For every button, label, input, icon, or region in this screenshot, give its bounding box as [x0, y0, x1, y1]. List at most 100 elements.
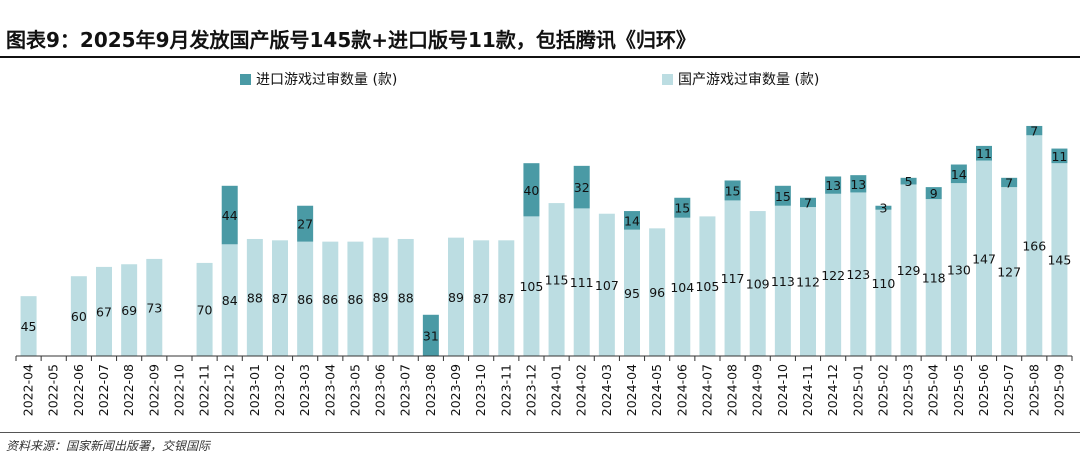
x-tick-label-2025-04: 2025-04 [926, 364, 941, 416]
label-domestic-2025-02: 110 [871, 276, 895, 291]
bar-import-2025-05 [950, 164, 967, 184]
bar-domestic-2023-11 [498, 240, 515, 356]
x-tick-label-2023-02: 2023-02 [272, 364, 287, 416]
x-tick-label-2022-05: 2022-05 [46, 364, 61, 416]
x-tick-label-2023-09: 2023-09 [448, 364, 463, 416]
bar-import-2024-12 [825, 176, 842, 194]
label-import-2025-05: 14 [951, 167, 967, 182]
x-tick-label-2024-01: 2024-01 [549, 364, 564, 416]
bar-import-2024-10 [774, 185, 791, 206]
bar-domestic-2024-03 [598, 213, 615, 356]
x-tick-label-2024-08: 2024-08 [725, 364, 740, 416]
x-tick-label-2022-08: 2022-08 [121, 364, 136, 416]
legend-import-label: 进口游戏过审数量 (款) [256, 72, 398, 88]
bar-domestic-2024-08 [724, 200, 741, 356]
label-domestic-2022-06: 60 [71, 309, 87, 324]
label-import-2022-12: 44 [222, 208, 238, 223]
x-tick-label-2025-03: 2025-03 [901, 364, 916, 416]
bar-import-2024-08 [724, 180, 741, 201]
x-tick-label-2023-10: 2023-10 [473, 364, 488, 416]
bar-domestic-2022-12 [221, 244, 238, 356]
bar-import-2024-11 [800, 197, 816, 208]
x-tick-label-2024-02: 2024-02 [574, 364, 589, 416]
bar-domestic-2023-04 [322, 241, 339, 356]
x-tick-label-2023-11: 2023-11 [498, 364, 513, 416]
x-tick-label-2023-07: 2023-07 [398, 364, 413, 416]
bar-import-2025-04 [925, 187, 942, 200]
bar-domestic-2023-01 [246, 238, 263, 356]
bar-import-2024-06 [674, 197, 691, 218]
label-import-2025-08: 7 [1030, 124, 1038, 139]
label-import-2023-12: 40 [523, 183, 539, 198]
bar-import-2024-04 [624, 211, 640, 230]
bar-import-2025-07 [1001, 177, 1018, 188]
label-import-2024-02: 32 [574, 180, 590, 195]
bar-domestic-2025-09 [1051, 163, 1068, 356]
label-domestic-2024-01: 115 [545, 273, 569, 288]
bar-import-2025-01 [850, 175, 867, 193]
x-tick-label-2024-05: 2024-05 [649, 364, 664, 416]
label-domestic-2023-02: 87 [272, 291, 288, 306]
bar-import-2025-09 [1051, 148, 1068, 164]
x-tick-label-2025-07: 2025-07 [1001, 364, 1016, 416]
label-import-2025-02: 3 [879, 201, 887, 216]
label-domestic-2025-09: 145 [1047, 253, 1071, 268]
label-domestic-2024-08: 117 [721, 271, 745, 286]
bar-domestic-2023-07 [397, 238, 414, 356]
bar-domestic-2024-01 [548, 203, 565, 356]
label-import-2024-08: 15 [725, 183, 741, 198]
label-domestic-2023-06: 89 [373, 290, 389, 305]
label-domestic-2024-09: 109 [746, 277, 770, 292]
x-tick-label-2025-09: 2025-09 [1051, 364, 1066, 416]
bar-domestic-2024-11 [800, 207, 816, 356]
x-tick-label-2023-01: 2023-01 [247, 364, 262, 416]
x-tick-label-2022-11: 2022-11 [197, 364, 212, 416]
label-import-2025-01: 13 [850, 177, 866, 192]
bar-domestic-2023-09 [448, 237, 464, 356]
label-domestic-2023-11: 87 [498, 291, 514, 306]
label-domestic-2022-09: 73 [146, 300, 162, 315]
bar-domestic-2025-07 [1001, 187, 1018, 356]
legend-domestic: 国产游戏过审数量 (款) [662, 69, 819, 89]
x-tick-label-2025-06: 2025-06 [976, 364, 991, 416]
x-tick-label-2024-12: 2024-12 [825, 364, 840, 416]
bar-domestic-2022-06 [70, 276, 87, 356]
bar-domestic-2024-12 [825, 193, 842, 356]
label-domestic-2024-12: 122 [821, 268, 845, 283]
bar-domestic-2023-03 [297, 241, 314, 356]
bar-import-2025-06 [976, 145, 992, 161]
label-import-2024-04: 14 [624, 213, 640, 228]
label-domestic-2023-12: 105 [519, 279, 543, 294]
label-import-2025-09: 11 [1051, 149, 1067, 164]
bar-domestic-2024-02 [573, 208, 590, 356]
label-import-2025-06: 11 [976, 146, 992, 161]
x-tick-label-2022-07: 2022-07 [96, 364, 111, 416]
bar-domestic-2024-06 [674, 217, 691, 356]
x-tick-label-2024-04: 2024-04 [624, 364, 639, 416]
x-tick-label-2025-08: 2025-08 [1026, 364, 1041, 416]
label-import-2025-04: 9 [930, 186, 938, 201]
bar-domestic-2024-07 [699, 216, 716, 356]
bar-domestic-2025-03 [900, 184, 917, 356]
label-import-2025-03: 5 [905, 174, 913, 189]
label-import-2024-11: 7 [804, 195, 812, 210]
bar-domestic-2022-08 [121, 264, 138, 356]
bar-domestic-2025-02 [875, 209, 892, 356]
x-tick-label-2024-03: 2024-03 [599, 364, 614, 416]
label-domestic-2024-04: 95 [624, 286, 640, 301]
bar-domestic-2025-04 [925, 199, 942, 356]
x-tick-label-2022-10: 2022-10 [171, 364, 186, 416]
legend-import-swatch [240, 73, 251, 85]
label-domestic-2024-02: 111 [570, 275, 594, 290]
label-domestic-2024-03: 107 [595, 278, 619, 293]
x-tick-label-2022-04: 2022-04 [21, 364, 36, 416]
label-domestic-2024-11: 112 [796, 275, 820, 290]
bar-domestic-2023-12 [523, 216, 540, 356]
bar-domestic-2023-06 [372, 237, 389, 356]
label-import-2025-07: 7 [1005, 175, 1013, 190]
bar-import-2023-03 [297, 205, 314, 242]
label-domestic-2022-12: 84 [222, 293, 238, 308]
bar-import-2025-02 [875, 205, 892, 210]
bar-domestic-2022-11 [196, 262, 213, 356]
bar-import-2023-08 [422, 314, 439, 356]
